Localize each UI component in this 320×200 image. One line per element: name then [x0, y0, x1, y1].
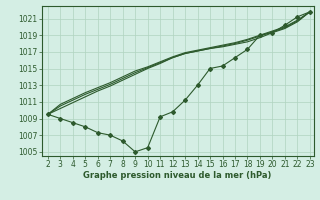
X-axis label: Graphe pression niveau de la mer (hPa): Graphe pression niveau de la mer (hPa): [84, 171, 272, 180]
